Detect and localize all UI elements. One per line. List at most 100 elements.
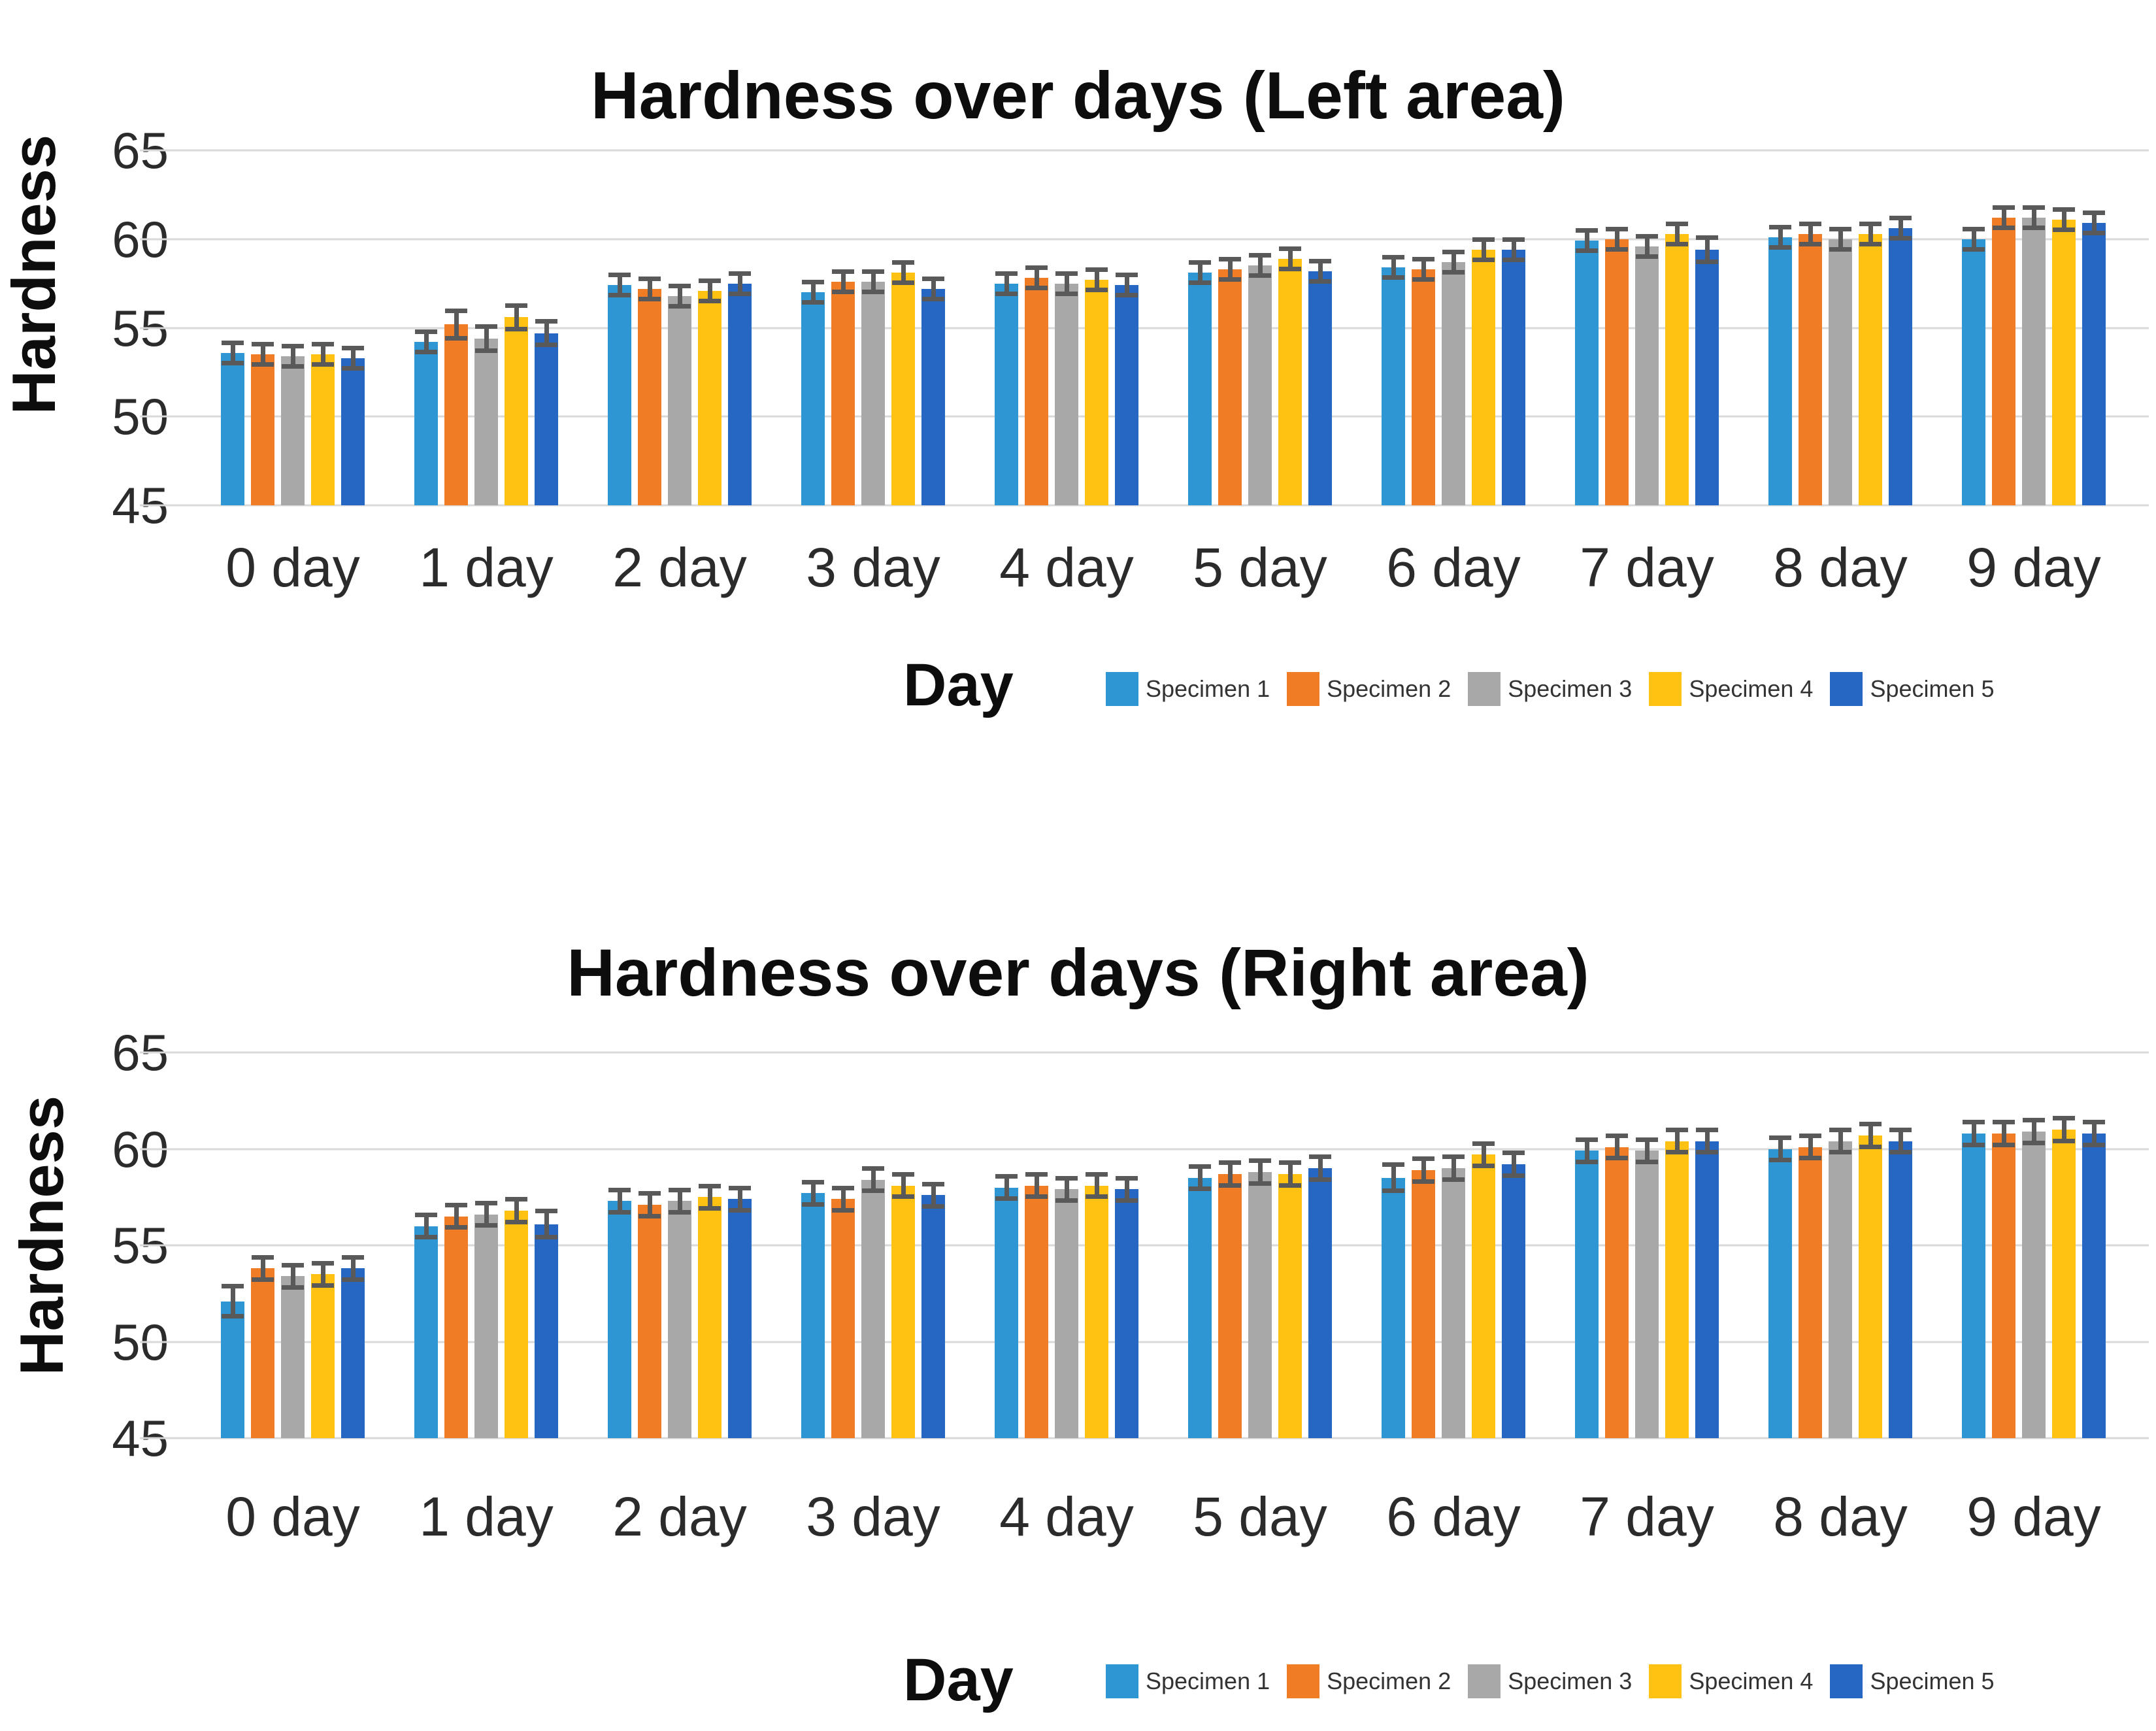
gridlines xyxy=(140,1051,2149,1439)
error-bar xyxy=(892,1171,914,1200)
bar-specimen-1 xyxy=(1188,260,1212,505)
error-bar xyxy=(1116,273,1138,298)
bar-specimen-4 xyxy=(698,1183,721,1438)
x-tick-label: 5 day xyxy=(1193,537,1327,598)
bar-specimen-4 xyxy=(1472,237,1495,505)
x-tick-label: 3 day xyxy=(806,537,940,598)
error-bar xyxy=(1666,221,1688,246)
error-bar xyxy=(1189,1164,1211,1192)
bar-cluster-1-day xyxy=(390,150,583,505)
legend-item: Specimen 1 xyxy=(1106,672,1270,706)
gridlines xyxy=(140,149,2149,507)
error-bar xyxy=(312,1260,334,1288)
bar-specimen-5 xyxy=(1502,237,1525,505)
x-tick-label: 0 day xyxy=(225,1486,360,1547)
bar-specimen-1 xyxy=(1962,1120,1985,1438)
error-bar xyxy=(1412,256,1435,282)
error-bar xyxy=(475,1201,497,1228)
error-bar xyxy=(1442,250,1465,275)
error-bar xyxy=(1799,1133,1821,1161)
bar-specimen-4 xyxy=(2052,1116,2076,1438)
bars-layer xyxy=(196,150,2131,505)
error-bar xyxy=(1769,1135,1791,1163)
legend-item: Specimen 2 xyxy=(1287,672,1451,706)
error-bar xyxy=(1993,1120,2015,1147)
error-bar xyxy=(1502,237,1525,263)
error-bar xyxy=(699,1183,721,1211)
error-bar xyxy=(1249,1158,1271,1186)
error-bar xyxy=(1055,271,1078,296)
bar-specimen-5 xyxy=(921,1181,945,1438)
bar-cluster-3-day xyxy=(776,1052,970,1438)
bar-cluster-8-day xyxy=(1744,150,1937,505)
x-tick-label: 6 day xyxy=(1386,1486,1521,1547)
bar-specimen-5 xyxy=(2082,1120,2106,1438)
bar-specimen-4 xyxy=(1085,1171,1108,1438)
error-bar xyxy=(699,278,721,303)
x-tick-label: 3 day xyxy=(806,1486,940,1547)
error-bar xyxy=(1116,1175,1138,1203)
error-bar xyxy=(282,343,304,369)
error-bar xyxy=(505,1197,527,1224)
error-bar xyxy=(832,1185,854,1213)
x-axis-title: Day xyxy=(903,1647,1014,1713)
bar-specimen-1 xyxy=(608,1187,631,1438)
error-bar xyxy=(445,1203,467,1230)
error-bar xyxy=(639,1191,661,1218)
x-tick-label: 7 day xyxy=(1580,1486,1714,1547)
error-bar xyxy=(475,324,497,353)
error-bar xyxy=(802,1179,824,1207)
bar-specimen-5 xyxy=(1115,1175,1138,1438)
bar-cluster-0-day xyxy=(196,150,390,505)
x-tick-label: 8 day xyxy=(1773,1486,1908,1547)
bar-specimen-1 xyxy=(221,340,244,505)
bar-cluster-8-day xyxy=(1744,1052,1937,1438)
x-tick-label: 1 day xyxy=(419,537,554,598)
error-bar xyxy=(1859,1122,1882,1149)
bar-specimen-5 xyxy=(1502,1151,1525,1438)
legend-label: Specimen 2 xyxy=(1327,675,1451,702)
legend-label: Specimen 1 xyxy=(1146,675,1270,702)
legend-swatch-specimen-4 xyxy=(1649,1664,1682,1698)
bar-specimen-2 xyxy=(1605,1133,1629,1438)
bar-specimen-2 xyxy=(251,342,274,505)
legend-item: Specimen 5 xyxy=(1830,672,1995,706)
legend-swatch-specimen-2 xyxy=(1287,1664,1320,1698)
error-bar xyxy=(669,283,691,309)
bar-specimen-1 xyxy=(221,1284,244,1438)
legend-label: Specimen 3 xyxy=(1508,1668,1633,1694)
x-axis-title: Day xyxy=(903,652,1014,718)
legend: Specimen 1 Specimen 2 Specimen 3 Specimen 4… xyxy=(1106,1664,1995,1698)
bar-specimen-2 xyxy=(1025,265,1048,505)
bar-specimen-4 xyxy=(505,1197,528,1438)
error-bar xyxy=(995,271,1018,296)
gridline xyxy=(140,1148,2149,1150)
error-bar xyxy=(222,1284,244,1319)
bar-specimen-2 xyxy=(831,1185,855,1438)
bar-cluster-2-day xyxy=(583,1052,776,1438)
bar-specimen-5 xyxy=(921,276,945,505)
error-bar xyxy=(342,345,364,371)
bar-specimen-3 xyxy=(1442,250,1465,505)
bar-cluster-6-day xyxy=(1357,1052,1550,1438)
bar-cluster-5-day xyxy=(1163,1052,1357,1438)
gridline xyxy=(140,415,2149,418)
bar-specimen-3 xyxy=(1248,253,1272,505)
bar-specimen-2 xyxy=(1992,205,2015,505)
error-bar xyxy=(1086,267,1108,293)
legend-item: Specimen 1 xyxy=(1106,1664,1270,1698)
x-tick-label: 9 day xyxy=(1966,537,2101,598)
x-tick-label: 4 day xyxy=(999,1486,1134,1547)
error-bar xyxy=(608,1187,631,1215)
error-bar xyxy=(312,342,334,367)
bar-specimen-3 xyxy=(861,269,885,505)
bar-specimen-3 xyxy=(1635,233,1659,505)
bar-specimen-3 xyxy=(668,1187,691,1438)
bar-specimen-3 xyxy=(1055,1175,1078,1438)
error-bar xyxy=(1769,225,1791,250)
error-bar xyxy=(729,271,751,296)
error-bar xyxy=(1055,1175,1078,1203)
bar-specimen-3 xyxy=(1055,271,1078,505)
bar-specimen-5 xyxy=(1695,235,1719,505)
bar-specimen-3 xyxy=(1248,1158,1272,1438)
